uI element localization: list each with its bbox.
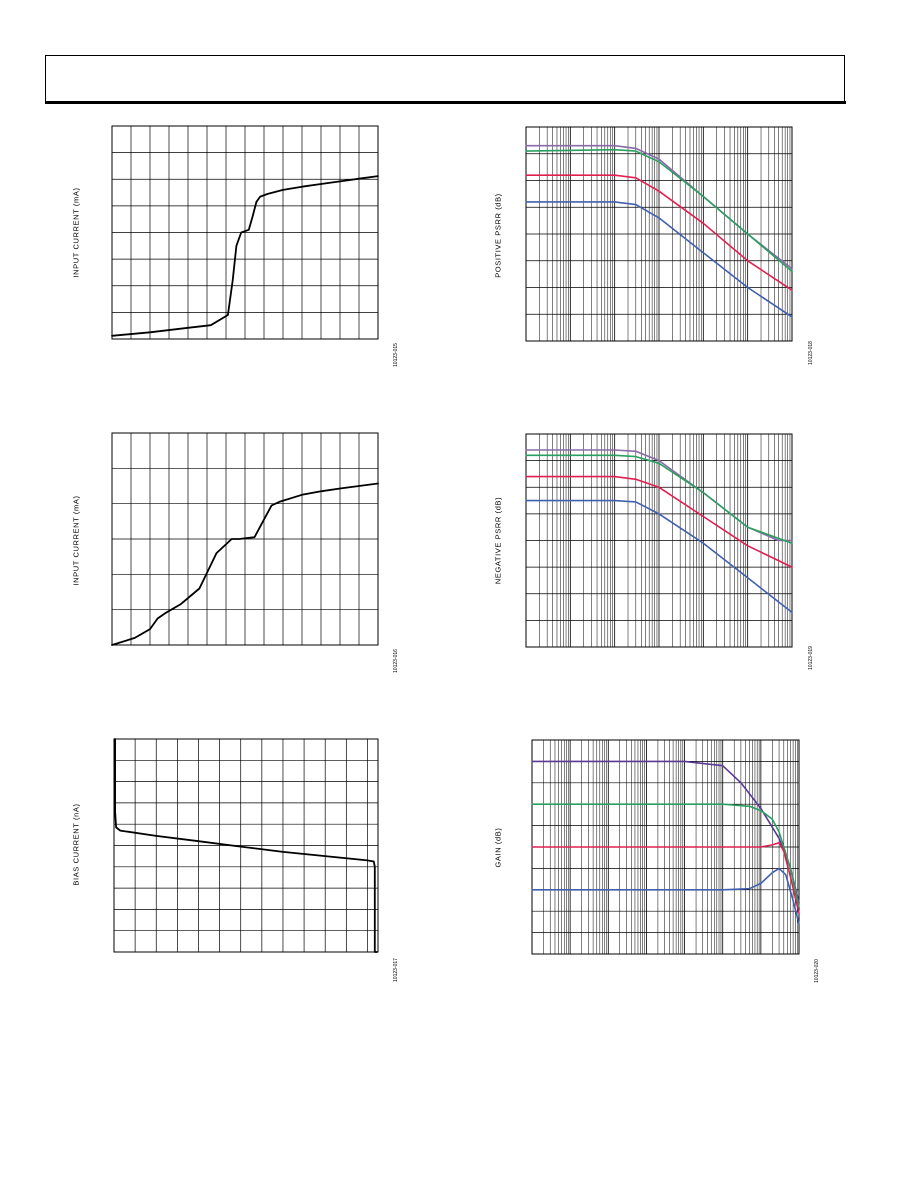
series-line-1 <box>111 482 379 646</box>
figure-id: 10123-015 <box>393 343 399 367</box>
series-line-4 <box>525 201 793 318</box>
y-axis-label: INPUT CURRENT (mA) <box>71 495 81 586</box>
plot-frame <box>525 126 793 342</box>
grid <box>111 432 379 646</box>
series-line-4 <box>525 499 793 614</box>
figure-id: 10123-018 <box>808 341 814 365</box>
series-line-3 <box>531 841 800 915</box>
page-header-box <box>45 55 845 102</box>
series-line-1 <box>525 144 793 270</box>
y-axis-label: INPUT CURRENT (mA) <box>71 187 81 278</box>
grid <box>531 739 800 955</box>
plot-frame <box>531 739 800 955</box>
grid <box>111 125 379 340</box>
series-line-2 <box>531 803 800 908</box>
series-line-3 <box>525 475 793 568</box>
y-axis-label: POSITIVE PSRR (dB) <box>493 193 503 278</box>
series-line-2 <box>525 148 793 273</box>
grid <box>525 126 793 342</box>
series-line-3 <box>525 174 793 291</box>
plot-frame <box>111 432 379 646</box>
series-line-2 <box>525 454 793 544</box>
y-axis-label: GAIN (dB) <box>493 827 503 868</box>
plot-frame <box>113 738 379 953</box>
series-line-1 <box>531 760 800 904</box>
grid <box>525 433 793 648</box>
series-line-1 <box>525 449 793 542</box>
y-axis-label: NEGATIVE PSRR (dB) <box>493 496 503 585</box>
series-line-1 <box>111 175 379 337</box>
y-axis-label: BIAS CURRENT (nA) <box>71 803 81 886</box>
figure-id: 10123-016 <box>393 649 399 673</box>
figure-id: 10123-017 <box>393 958 399 982</box>
figure-id: 10123-019 <box>808 646 814 670</box>
plot-frame <box>111 125 379 340</box>
figure-id: 10123-020 <box>814 959 820 983</box>
series-line-4 <box>531 867 800 925</box>
plot-frame <box>525 433 793 648</box>
grid <box>113 738 379 953</box>
header-rule <box>45 101 846 104</box>
series-line-1 <box>114 738 378 953</box>
